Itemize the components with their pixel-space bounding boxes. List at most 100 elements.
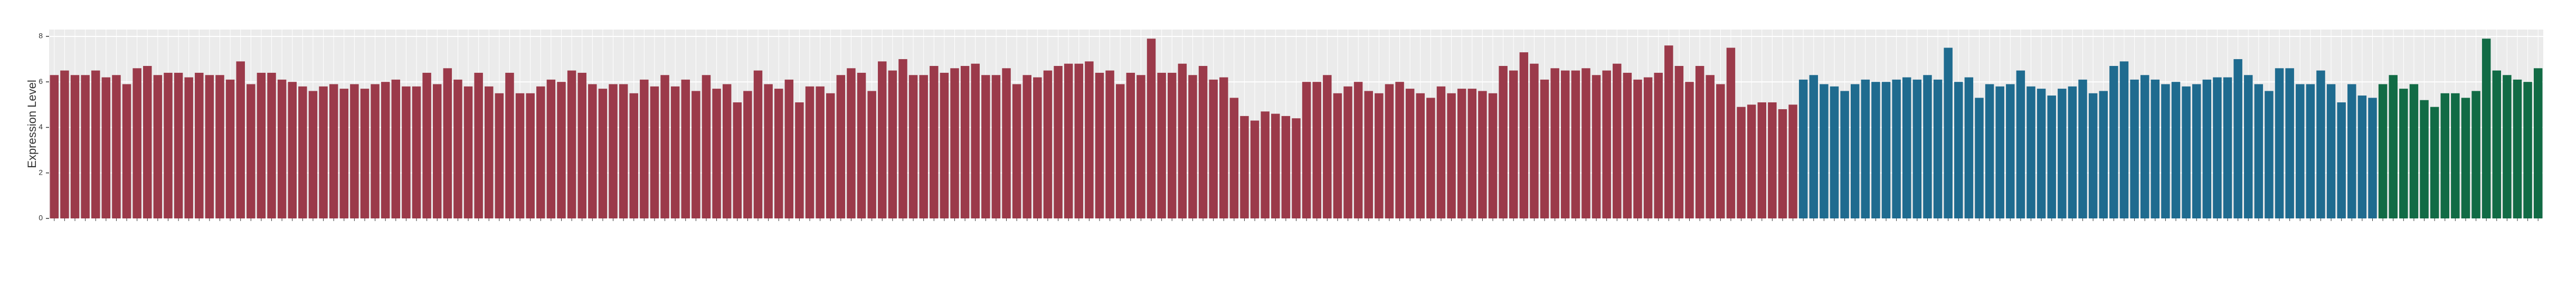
bar [2523, 82, 2532, 218]
y-tick-label: 0 [39, 214, 43, 222]
bar [2420, 100, 2429, 218]
bar [1157, 72, 1166, 218]
bar [474, 72, 483, 218]
bar [1613, 63, 1622, 218]
bar [712, 89, 721, 218]
bar [1654, 72, 1663, 218]
bar [1405, 89, 1415, 218]
bar [1064, 63, 1073, 218]
bar [1674, 66, 1684, 218]
bar [2244, 75, 2253, 218]
bar [1395, 82, 1404, 218]
bar [1550, 68, 1559, 218]
bar [463, 86, 473, 218]
bar [1685, 82, 1694, 218]
bar [1840, 91, 1849, 218]
bar [257, 72, 266, 218]
bar [1261, 111, 1270, 218]
bar [1830, 86, 1839, 218]
bar [112, 75, 121, 218]
bar [1530, 63, 1539, 218]
bar [898, 59, 907, 218]
bar [991, 75, 1001, 218]
bar [784, 79, 794, 218]
bar [1271, 113, 1280, 218]
bar [1095, 72, 1104, 218]
bar [1302, 82, 1311, 218]
bar [867, 91, 876, 218]
bar [1798, 79, 1808, 218]
bar [2482, 39, 2491, 218]
bar [1768, 102, 1777, 218]
bar [930, 66, 939, 218]
bar [91, 70, 100, 218]
bar [132, 68, 141, 218]
bar [1333, 93, 1342, 218]
bar [1478, 91, 1487, 218]
bar [795, 102, 804, 218]
bar [432, 84, 442, 218]
bar [609, 84, 618, 218]
bar [60, 70, 69, 218]
bar [247, 84, 255, 218]
bar [536, 86, 545, 218]
bar [153, 75, 163, 218]
bar [1519, 52, 1529, 218]
bar [2223, 77, 2232, 218]
bar [2461, 98, 2470, 218]
bar [1229, 98, 1239, 218]
bar [702, 75, 711, 218]
bar [2068, 86, 2077, 218]
bar [743, 91, 752, 218]
bar [1281, 116, 1291, 218]
bar [1716, 84, 1725, 218]
bar [2202, 79, 2212, 218]
bar [847, 68, 856, 218]
bar [2368, 98, 2377, 218]
bar [1892, 79, 1901, 218]
bar [546, 79, 556, 218]
bar [1292, 118, 1301, 218]
bar [2399, 89, 2408, 218]
bar [339, 89, 348, 218]
y-axis-label: Expression Level [25, 80, 39, 168]
bar [164, 72, 173, 218]
bar [567, 70, 576, 218]
bar [1137, 75, 1145, 218]
bar [1944, 47, 1953, 218]
bar [2140, 75, 2149, 218]
bar [753, 70, 763, 218]
bar [2119, 61, 2129, 218]
bar [1933, 79, 1943, 218]
bar [1985, 84, 1994, 218]
bar [1323, 75, 1332, 218]
bar [288, 82, 297, 218]
bar [950, 68, 959, 218]
bar [2161, 84, 2170, 218]
bar [453, 79, 462, 218]
bar [412, 86, 421, 218]
bar [2533, 68, 2543, 218]
bar [1581, 68, 1590, 218]
bar [1115, 84, 1125, 218]
bar [495, 93, 504, 218]
bar [2430, 107, 2439, 218]
bar [2451, 93, 2460, 218]
bar [1240, 116, 1249, 218]
bar [1219, 77, 1228, 218]
bar [1426, 98, 1435, 218]
bar [1664, 45, 1673, 218]
bar [2409, 84, 2419, 218]
bar [1726, 47, 1736, 218]
bar [1457, 89, 1466, 218]
bar [1499, 66, 1508, 218]
bar [205, 75, 214, 218]
bar [2347, 84, 2356, 218]
bar [1850, 84, 1860, 218]
bar [1561, 70, 1570, 218]
bar [1074, 63, 1084, 218]
bar [1250, 120, 1259, 218]
bar [1436, 86, 1446, 218]
bar [2306, 84, 2315, 218]
